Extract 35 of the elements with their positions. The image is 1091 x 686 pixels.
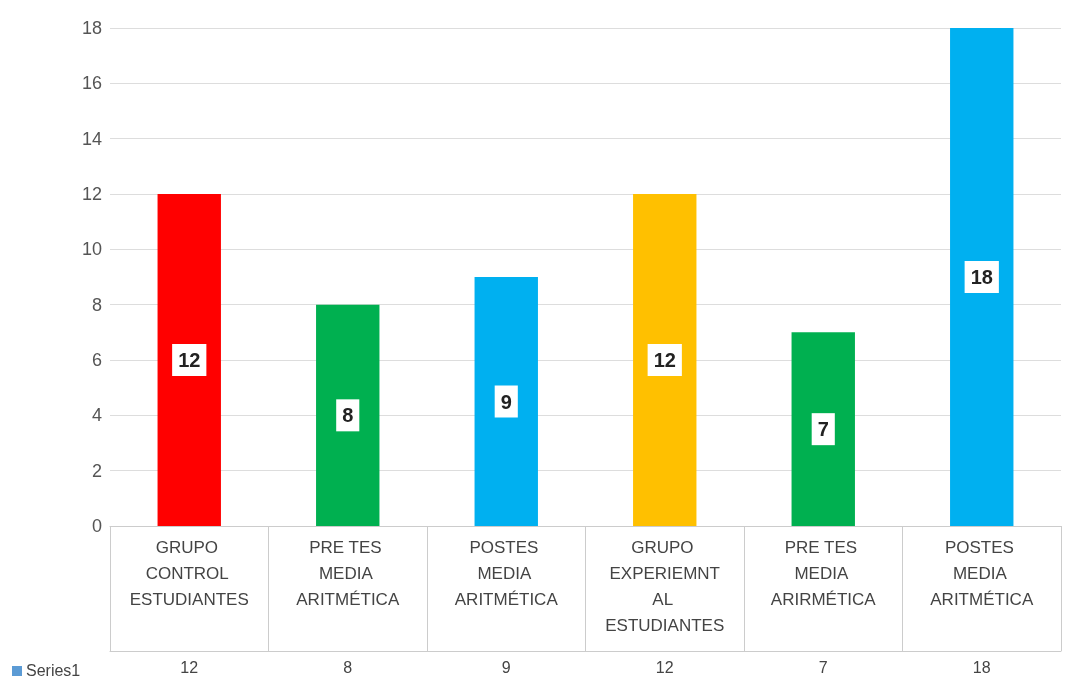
bar [791,332,855,526]
x-tick-label: GRUPO CONTROL ESTUDIANTES [129,537,249,609]
text: Series1 [26,662,81,680]
data-label: 12 [655,658,674,676]
y-tick-label: 16 [81,73,102,94]
y-tick-label: 4 [91,405,102,426]
text: 8 [342,404,354,427]
y-tick-label: 12 [81,184,102,204]
y-tick-label: 6 [91,350,102,370]
text: 18 [970,266,993,288]
y-tick-label: 0 [91,516,102,536]
x-tick-label: POSTES MEDIA ARITMÉTICA [454,537,559,609]
data-label: 12 [180,658,199,676]
bar [950,28,1014,526]
data-label: 18 [972,658,991,676]
x-tick-label: PRE TES MEDIA ARITMÉTICA [296,537,400,609]
bar [157,194,221,526]
data-label: 9 [501,658,511,676]
bar [474,277,538,526]
y-tick-label: 10 [81,239,102,260]
bar [633,194,697,526]
text: 7 [817,418,829,441]
x-tick-label: GRUPO EXPERIEMNTAL ESTUDIANTES [605,537,725,635]
text: 9 [500,390,512,413]
data-label: 7 [818,658,828,676]
bar [316,304,380,526]
x-tick-label: POSTES MEDIA ARITMÉTICA [930,537,1034,609]
y-tick-label: 14 [81,128,102,149]
text: 12 [178,349,201,371]
text: 12 [653,349,676,371]
y-tick-label: 8 [91,294,102,315]
y-tick-label: 18 [81,18,102,38]
y-tick-label: 2 [91,460,102,481]
data-label: 8 [343,658,353,676]
x-tick-label: PRE TES MEDIA ARIRMÉTICA [770,537,877,609]
